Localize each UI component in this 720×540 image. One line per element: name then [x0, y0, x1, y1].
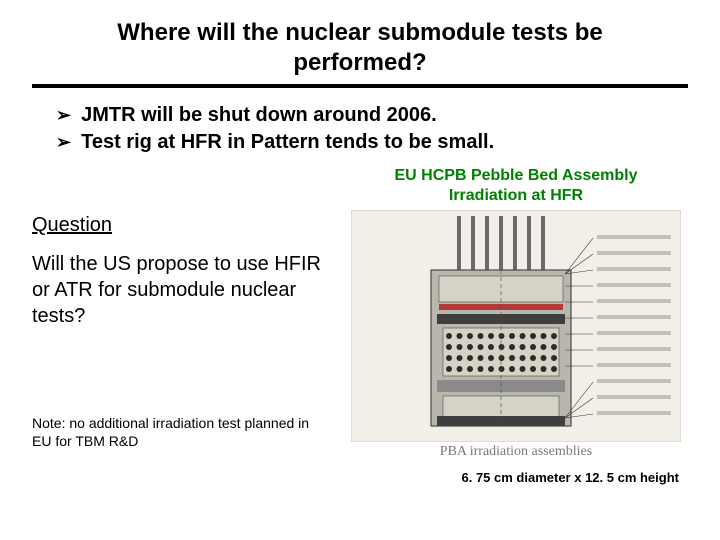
bullet-text: JMTR will be shut down around 2006.	[81, 102, 437, 129]
figure-dimensions: 6. 75 cm diameter x 12. 5 cm height	[351, 470, 681, 485]
question-heading: Question	[32, 214, 332, 237]
slide-title: Where will the nuclear submodule tests b…	[32, 18, 688, 84]
figure-title-line1: EU HCPB Pebble Bed Assembly	[394, 167, 637, 184]
bullet-item: ➢ Test rig at HFR in Pattern tends to be…	[56, 129, 688, 156]
footnote: Note: no additional irradiation test pla…	[32, 415, 312, 450]
bullet-glyph: ➢	[56, 103, 71, 127]
figure-title: EU HCPB Pebble Bed Assembly Irradiation …	[344, 166, 688, 206]
assembly-diagram	[351, 210, 681, 442]
bullet-item: ➢ JMTR will be shut down around 2006.	[56, 102, 688, 129]
bullet-text: Test rig at HFR in Pattern tends to be s…	[81, 129, 494, 156]
title-rule	[32, 84, 688, 88]
bullet-list: ➢ JMTR will be shut down around 2006. ➢ …	[56, 102, 688, 156]
figure-title-line2: Irradiation at HFR	[449, 187, 583, 204]
figure-caption: PBA irradiation assemblies	[351, 444, 681, 460]
question-body: Will the US propose to use HFIR or ATR f…	[32, 251, 332, 329]
bullet-glyph: ➢	[56, 130, 71, 154]
